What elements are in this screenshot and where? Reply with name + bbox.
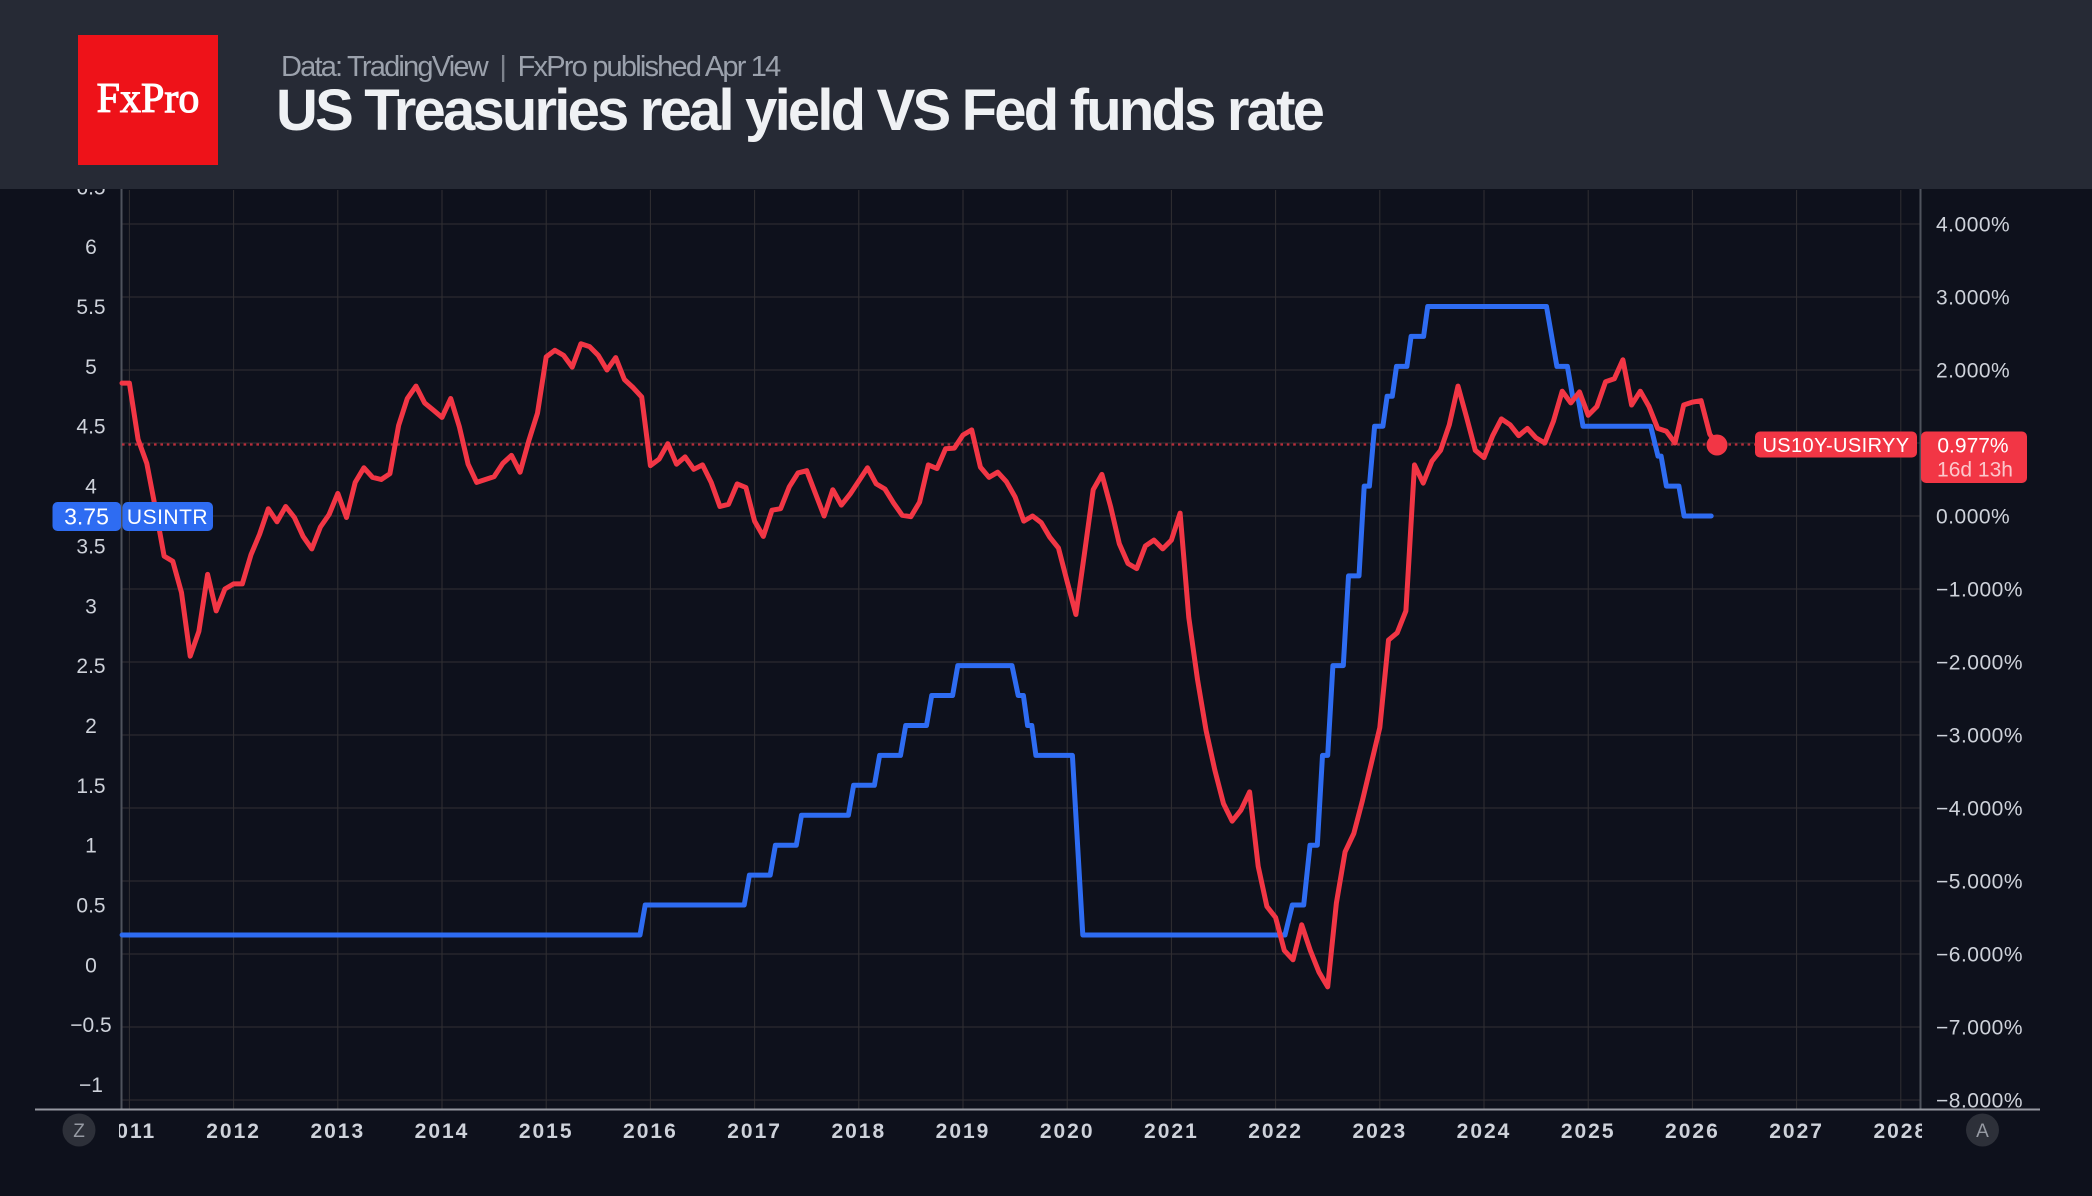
svg-text:16d 13h: 16d 13h — [1937, 459, 2013, 482]
svg-text:2.5: 2.5 — [76, 655, 105, 678]
svg-text:USINTR: USINTR — [127, 506, 208, 529]
svg-text:US10Y-USIRYY: US10Y-USIRYY — [1762, 435, 1909, 457]
svg-text:2015: 2015 — [519, 1120, 574, 1143]
svg-text:A: A — [1976, 1121, 1989, 1142]
svg-text:−1: −1 — [79, 1074, 103, 1097]
svg-text:−7.000%: −7.000% — [1936, 1017, 2023, 1040]
svg-text:−6.000%: −6.000% — [1936, 944, 2023, 967]
svg-text:2024: 2024 — [1457, 1120, 1512, 1143]
svg-text:0.977%: 0.977% — [1937, 435, 2008, 458]
svg-text:2014: 2014 — [415, 1120, 470, 1143]
svg-text:−8.000%: −8.000% — [1936, 1090, 2023, 1113]
svg-text:US Treasuries real yield VS Fe: US Treasuries real yield VS Fed funds ra… — [276, 78, 1324, 143]
svg-text:0: 0 — [85, 954, 97, 977]
svg-text:0.000%: 0.000% — [1936, 506, 2010, 529]
svg-text:2026: 2026 — [1665, 1120, 1720, 1143]
svg-text:2027: 2027 — [1769, 1120, 1824, 1143]
svg-text:−1.000%: −1.000% — [1936, 579, 2023, 602]
svg-text:2011: 2011 — [103, 1120, 157, 1143]
svg-text:0.5: 0.5 — [76, 895, 105, 918]
svg-text:3.5: 3.5 — [76, 535, 105, 558]
svg-text:3.000%: 3.000% — [1936, 287, 2010, 310]
svg-text:5.5: 5.5 — [76, 296, 105, 319]
svg-text:−3.000%: −3.000% — [1936, 725, 2023, 748]
svg-text:4: 4 — [85, 476, 97, 499]
svg-text:5: 5 — [85, 356, 97, 379]
svg-text:−5.000%: −5.000% — [1936, 871, 2023, 894]
svg-text:2: 2 — [85, 715, 97, 738]
svg-text:2028: 2028 — [1873, 1120, 1928, 1143]
svg-text:2025: 2025 — [1561, 1120, 1616, 1143]
svg-text:4.5: 4.5 — [76, 416, 105, 439]
svg-text:2019: 2019 — [936, 1120, 991, 1143]
svg-text:1.5: 1.5 — [76, 775, 105, 798]
svg-text:6: 6 — [85, 236, 97, 259]
svg-text:FxPro: FxPro — [97, 76, 200, 122]
svg-text:2022: 2022 — [1248, 1120, 1303, 1143]
svg-text:Data: TradingView | FxPro pu: Data: TradingView | FxPro published Apr … — [281, 51, 781, 83]
svg-text:3: 3 — [85, 595, 97, 618]
svg-text:2017: 2017 — [727, 1120, 782, 1143]
svg-text:2018: 2018 — [831, 1120, 886, 1143]
svg-text:4.000%: 4.000% — [1936, 214, 2010, 237]
svg-text:−2.000%: −2.000% — [1936, 652, 2023, 675]
svg-text:−0.5: −0.5 — [70, 1014, 111, 1037]
svg-text:1: 1 — [85, 835, 97, 858]
svg-text:2020: 2020 — [1040, 1120, 1095, 1143]
svg-text:Z: Z — [73, 1121, 85, 1142]
svg-text:2021: 2021 — [1144, 1120, 1199, 1143]
svg-text:2.000%: 2.000% — [1936, 360, 2010, 383]
svg-text:3.75: 3.75 — [64, 504, 109, 530]
svg-text:2023: 2023 — [1352, 1120, 1407, 1143]
svg-text:2013: 2013 — [310, 1120, 365, 1143]
svg-text:2016: 2016 — [623, 1120, 678, 1143]
svg-text:2012: 2012 — [206, 1120, 261, 1143]
svg-text:−4.000%: −4.000% — [1936, 798, 2023, 821]
